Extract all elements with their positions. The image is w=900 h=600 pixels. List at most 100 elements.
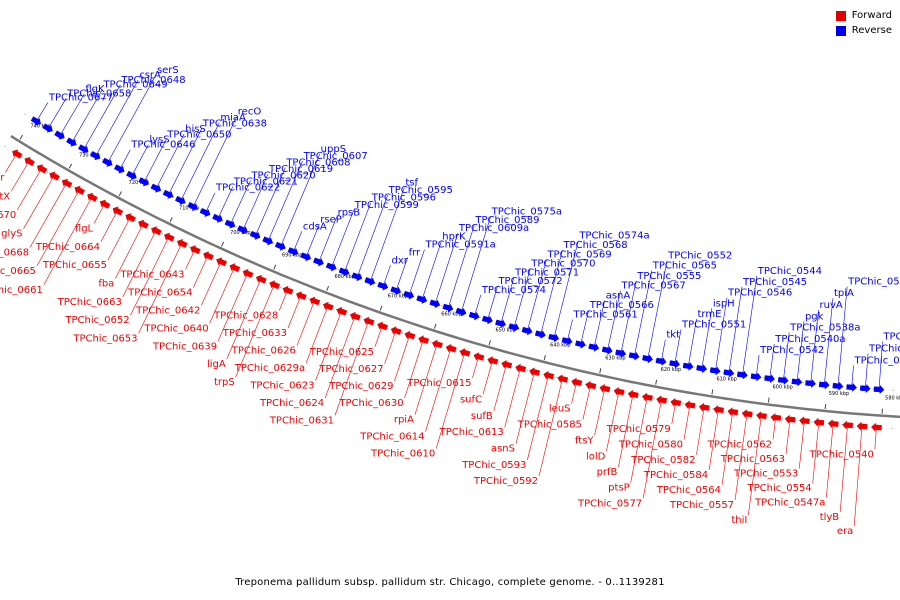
reverse-gene-arrow xyxy=(682,361,694,371)
reverse-gene-label: TPChic_0540a xyxy=(774,334,845,345)
leader-line xyxy=(839,425,848,512)
forward-gene-arrow xyxy=(799,416,810,426)
tick-mark xyxy=(488,340,491,346)
reverse-gene-arrow xyxy=(805,378,816,389)
reverse-gene-arrow xyxy=(468,311,480,321)
reverse-gene-label: TPChic_0551 xyxy=(681,319,746,330)
forward-gene-arrow xyxy=(125,213,137,223)
reverse-gene-arrow xyxy=(429,299,441,309)
forward-gene-label: TPChic_0613 xyxy=(439,427,504,438)
reverse-gene-label: TPChic_0619 xyxy=(268,164,333,175)
leader-line xyxy=(812,422,820,484)
forward-gene-label: TPChic_0584 xyxy=(643,470,708,481)
reverse-gene-label: trmE xyxy=(698,309,722,320)
forward-gene-arrow xyxy=(74,185,86,196)
reverse-gene-arrow xyxy=(162,189,174,199)
leader-line xyxy=(500,277,515,324)
leader-line xyxy=(571,382,577,404)
leader-line xyxy=(382,265,391,287)
reverse-gene-arrow xyxy=(30,116,42,126)
forward-gene-arrow xyxy=(501,359,513,369)
tick-mark xyxy=(273,264,277,270)
leader-line xyxy=(395,257,408,291)
forward-gene-arrow xyxy=(515,363,527,373)
forward-gene-label: TPChic_0562 xyxy=(707,439,772,450)
reverse-gene-arrow xyxy=(642,354,654,364)
reverse-gene-arrow xyxy=(237,225,248,235)
forward-gene-arrow xyxy=(216,257,228,267)
reverse-gene-label: ruvA xyxy=(820,300,843,311)
reverse-gene-label: miaA xyxy=(220,113,246,124)
reverse-gene-arrow xyxy=(521,326,533,336)
tick-label: 740 kbp xyxy=(30,124,50,130)
forward-gene-label: trpS xyxy=(214,377,235,388)
forward-gene-arrow xyxy=(543,370,555,380)
reverse-gene-label: TPChic_0596 xyxy=(371,193,436,204)
reverse-gene-label: frr xyxy=(409,248,421,259)
reverse-gene-label: TPChic_0609a xyxy=(458,223,529,234)
reverse-gene-arrow xyxy=(377,281,389,291)
reverse-gene-label: TPChic_0571 xyxy=(514,267,579,278)
leader-line xyxy=(205,192,216,213)
leader-line xyxy=(701,308,713,369)
forward-gene-arrow xyxy=(242,268,254,278)
leader-line xyxy=(630,397,648,483)
reverse-gene-arrow xyxy=(364,277,376,286)
leader-line xyxy=(671,402,676,425)
leader-line xyxy=(734,413,748,501)
tick-label: 650 kbp xyxy=(495,328,515,334)
leader-line xyxy=(772,417,776,440)
reverse-gene-label: TPChic_0622 xyxy=(215,183,280,194)
leader-line xyxy=(837,286,848,387)
forward-gene-label: TPChic_0582 xyxy=(630,455,695,466)
leader-line xyxy=(474,294,482,316)
leader-line xyxy=(482,360,493,395)
leader-line xyxy=(115,223,144,279)
forward-gene-arrow xyxy=(813,417,825,427)
reverse-gene-arrow xyxy=(351,272,363,282)
leader-line xyxy=(607,290,621,351)
leader-line xyxy=(344,202,372,272)
forward-gene-label: TPChic_0629a xyxy=(234,363,305,374)
leader-line xyxy=(369,187,405,282)
forward-gene-label: era xyxy=(837,526,853,537)
forward-gene-arrow xyxy=(99,199,111,209)
forward-gene-label: TPChic_0592 xyxy=(473,476,538,487)
leader-line xyxy=(217,273,248,342)
reverse-gene-arrow xyxy=(859,383,871,394)
reverse-gene-arrow xyxy=(403,290,415,300)
forward-gene-arrow xyxy=(585,380,597,390)
leader-line xyxy=(487,286,498,320)
reverse-gene-arrow xyxy=(287,247,299,257)
leader-line xyxy=(634,270,653,357)
reverse-gene-arrow xyxy=(77,144,89,154)
forward-gene-label: TPChic_0554 xyxy=(746,483,811,494)
tick-label: 680 kbp xyxy=(335,274,355,280)
leader-line xyxy=(305,224,320,257)
forward-gene-label: TPChic_0665 xyxy=(0,266,36,277)
reverse-gene-label: TPChic_0658 xyxy=(66,88,131,99)
tick-label: 670 kbp xyxy=(388,293,408,299)
leader-line xyxy=(130,236,170,316)
reverse-gene-label: TPChic_0575a xyxy=(491,206,562,217)
forward-gene-label: leuS xyxy=(549,404,571,415)
forward-gene-label: asnS xyxy=(491,444,515,455)
legend: Forward Reverse xyxy=(835,8,892,38)
gene-arrows xyxy=(12,116,885,432)
forward-gene-arrow xyxy=(49,171,60,181)
forward-gene-label: fba xyxy=(98,278,114,289)
leader-line xyxy=(434,233,459,304)
reverse-gene-label: TPChic_0545 xyxy=(742,277,807,288)
leader-line xyxy=(620,280,637,354)
leader-line xyxy=(798,420,805,469)
forward-gene-label: TPChic_0564 xyxy=(656,485,721,496)
forward-gene-label: flgL xyxy=(75,223,94,234)
leader-line xyxy=(36,102,49,122)
leader-line xyxy=(527,259,547,331)
leader-line xyxy=(29,182,67,248)
forward-gene-label: rpiA xyxy=(394,415,414,426)
tick-mark xyxy=(379,305,383,311)
leader-line xyxy=(296,300,315,346)
leader-line xyxy=(408,249,425,296)
forward-gene-label: TPChic_0610 xyxy=(370,448,435,459)
